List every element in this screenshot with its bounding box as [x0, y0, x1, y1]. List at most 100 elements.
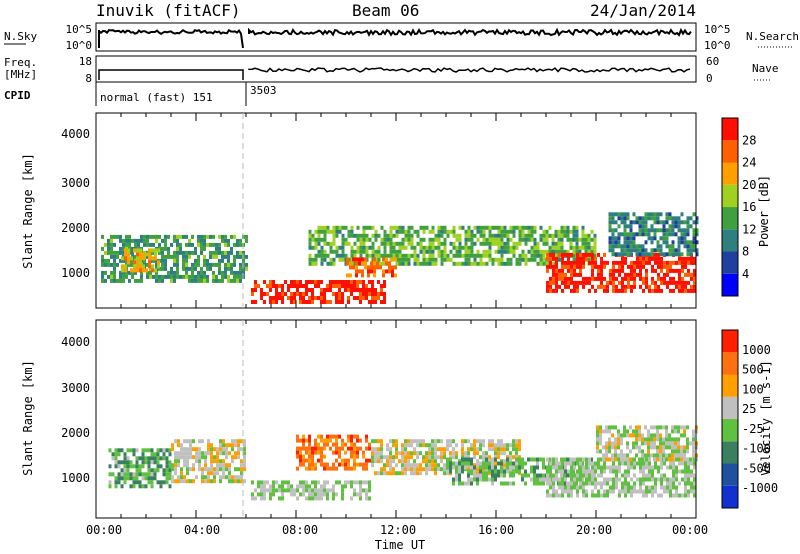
echo-cell [111, 456, 115, 461]
echo-cell [388, 265, 391, 270]
echo-cell [602, 429, 605, 434]
echo-cell [254, 284, 257, 288]
echo-cell [176, 270, 179, 275]
echo-cell [413, 253, 417, 258]
echo-cell [603, 469, 606, 474]
echo-cell [382, 269, 385, 274]
echo-cell [642, 481, 645, 486]
echo-cell [530, 233, 534, 238]
echo-cell [596, 437, 599, 442]
echo-cell [455, 253, 459, 258]
colorbar-tick-label: 25 [742, 402, 756, 416]
echo-cell [615, 288, 618, 293]
echo-cell [243, 467, 246, 472]
echo-cell [687, 469, 690, 474]
echo-cell [173, 262, 176, 267]
echo-cell [213, 459, 216, 464]
echo-cell [386, 233, 390, 238]
echo-cell [612, 481, 615, 486]
echo-cell [674, 429, 677, 434]
echo-cell [245, 262, 248, 267]
echo-cell [680, 457, 683, 462]
echo-cell [407, 261, 411, 266]
echo-cell [572, 237, 576, 242]
echo-cell [389, 253, 393, 258]
echo-cell [660, 288, 663, 293]
echo-cell [437, 447, 440, 452]
echo-cell [494, 463, 497, 468]
echo-cell [146, 274, 149, 279]
echo-cell [552, 477, 555, 482]
echo-cell [555, 276, 558, 281]
echo-cell [615, 284, 618, 289]
echo-cell [416, 467, 419, 472]
echo-cell [597, 252, 600, 257]
echo-cell [552, 489, 555, 494]
echo-cell [600, 493, 603, 498]
echo-cell [644, 441, 647, 446]
echo-cell [335, 233, 339, 238]
echo-cell [614, 228, 618, 233]
echo-cell [434, 237, 438, 242]
echo-cell [470, 229, 474, 234]
echo-cell [530, 257, 534, 262]
echo-cell [675, 268, 678, 273]
echo-cell [464, 257, 468, 262]
echo-cell [692, 236, 696, 241]
echo-cell [555, 260, 558, 265]
echo-cell [533, 469, 536, 474]
nsearch-tick-bottom: 10^0 [704, 39, 731, 52]
echo-cell [317, 233, 321, 238]
echo-cell [210, 447, 213, 452]
echo-cell [449, 455, 452, 460]
echo-cell [549, 252, 552, 257]
echo-cell [455, 451, 458, 456]
echo-cell [683, 228, 687, 233]
echo-cell [320, 446, 323, 451]
echo-cell [548, 249, 552, 254]
echo-cell [479, 477, 482, 482]
echo-cell [641, 232, 645, 237]
echo-cell [527, 249, 531, 254]
echo-cell [191, 250, 194, 255]
echo-cell [684, 469, 687, 474]
echo-cell [542, 229, 546, 234]
echo-cell [612, 489, 615, 494]
echo-cell [542, 253, 546, 258]
echo-cell [642, 256, 645, 261]
echo-cell [563, 233, 567, 238]
echo-cell [681, 469, 684, 474]
echo-cell [594, 276, 597, 281]
echo-cell [488, 233, 492, 238]
echo-cell [140, 238, 143, 243]
echo-cell [185, 270, 188, 275]
echo-cell [473, 473, 476, 478]
echo-cell [552, 457, 555, 462]
echo-cell [373, 257, 376, 262]
echo-cell [509, 481, 512, 486]
echo-cell [120, 484, 124, 489]
echo-cell [470, 253, 474, 258]
echo-cell [263, 480, 266, 485]
echo-cell [476, 471, 479, 476]
echo-cell [358, 261, 361, 266]
echo-cell [660, 465, 663, 470]
echo-cell [391, 269, 394, 274]
echo-cell [368, 225, 372, 230]
colorbar-tick-label: -25 [742, 422, 764, 436]
echo-cell [666, 284, 669, 289]
echo-cell [413, 245, 417, 250]
echo-cell [542, 261, 546, 266]
echo-cell [134, 270, 137, 275]
echo-cell [364, 265, 367, 270]
echo-cell [660, 473, 663, 478]
echo-cell [195, 475, 198, 480]
echo-cell [671, 449, 674, 454]
echo-cell [299, 492, 302, 497]
echo-cell [693, 489, 696, 494]
echo-cell [576, 280, 579, 285]
echo-cell [585, 252, 588, 257]
echo-cell [338, 480, 341, 485]
echo-cell [287, 284, 290, 288]
